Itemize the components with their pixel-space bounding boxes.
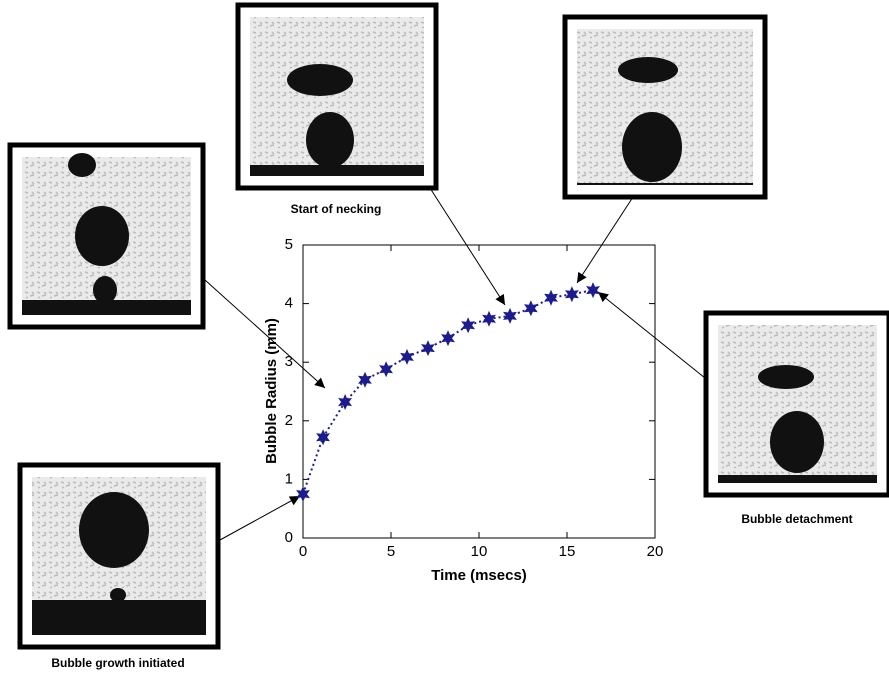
photo xyxy=(562,14,768,200)
bubble xyxy=(110,588,126,602)
arrow xyxy=(204,279,326,389)
point xyxy=(421,340,435,357)
point xyxy=(358,371,372,388)
point xyxy=(296,486,310,503)
x-tick-label: 5 xyxy=(387,543,395,560)
bubble xyxy=(618,57,678,83)
bubble xyxy=(306,112,354,168)
y-tick-label: 0 xyxy=(285,529,293,546)
photo-surface xyxy=(577,183,753,185)
arrow xyxy=(429,187,506,306)
photo-frames xyxy=(7,2,889,650)
bubble xyxy=(93,276,117,304)
y-tick-label: 2 xyxy=(285,412,293,429)
x-tick-label: 10 xyxy=(471,543,488,560)
annotation-arrows xyxy=(204,187,706,541)
arrow xyxy=(576,196,634,284)
bubble xyxy=(79,492,149,568)
series-line xyxy=(302,289,594,495)
photo-surface xyxy=(718,475,877,483)
y-tick-label: 1 xyxy=(285,470,293,487)
bubble xyxy=(622,112,682,182)
photo xyxy=(7,142,206,330)
annotation: Bubble detachment xyxy=(741,512,852,526)
photo xyxy=(235,2,439,191)
y-tick-label: 5 xyxy=(285,236,293,253)
bubble xyxy=(758,365,814,389)
bubble xyxy=(68,153,96,177)
point xyxy=(316,429,330,446)
point xyxy=(400,348,414,365)
photo-surface xyxy=(32,600,206,635)
photo xyxy=(703,310,889,498)
photo-surface xyxy=(250,165,424,176)
point xyxy=(338,394,352,410)
point xyxy=(482,310,496,327)
y-tick-label: 4 xyxy=(285,295,293,312)
point xyxy=(503,307,517,324)
point xyxy=(441,330,455,347)
x-tick-label: 15 xyxy=(559,543,576,560)
bubble xyxy=(287,64,353,96)
bubble xyxy=(75,206,129,266)
annotation: Bubble growth initiated xyxy=(51,656,184,670)
arrow xyxy=(597,291,706,379)
x-axis-title: Time (msecs) xyxy=(431,567,527,584)
y-tick-label: 3 xyxy=(285,353,293,370)
photo-surface xyxy=(22,300,191,315)
photo xyxy=(17,462,221,650)
arrow xyxy=(219,495,301,541)
point xyxy=(586,282,600,299)
point xyxy=(544,289,558,306)
y-axis-title: Bubble Radius (mm) xyxy=(263,318,280,464)
x-tick-label: 20 xyxy=(647,543,664,560)
x-tick-label: 0 xyxy=(299,543,307,560)
point xyxy=(461,317,475,334)
point xyxy=(379,361,393,378)
point xyxy=(565,286,579,303)
bubble xyxy=(770,411,824,473)
point xyxy=(524,300,538,317)
annotation: Start of necking xyxy=(291,202,382,216)
